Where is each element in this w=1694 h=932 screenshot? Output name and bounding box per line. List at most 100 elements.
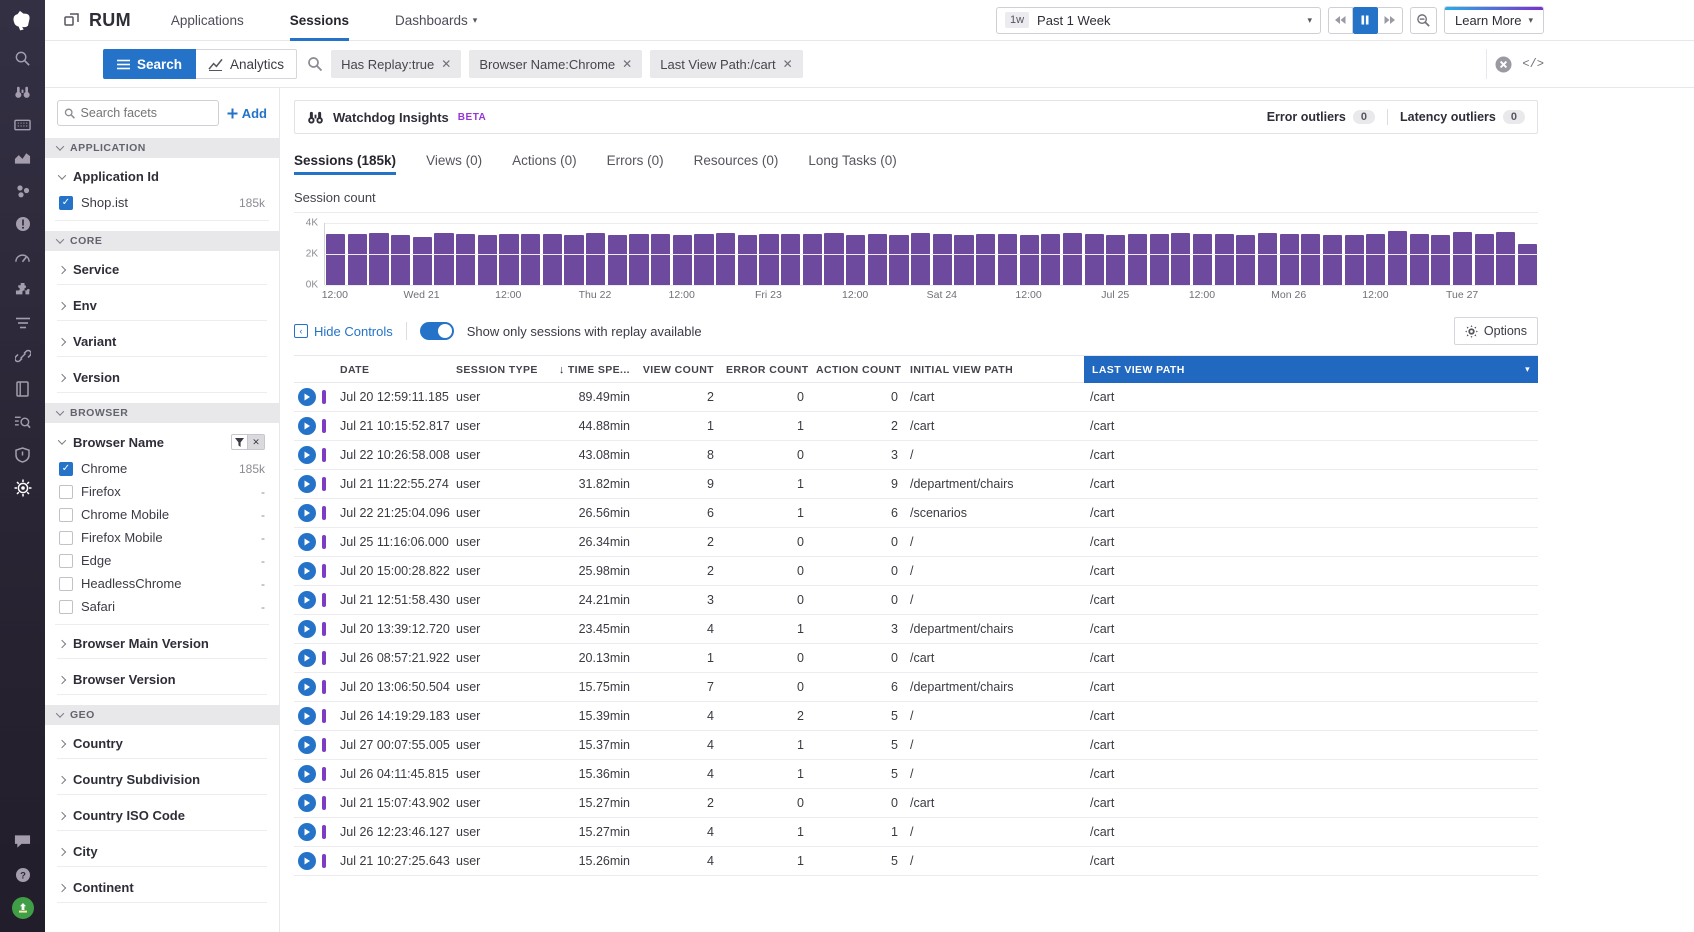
col-time-spent[interactable]: ↓Time Spe... xyxy=(540,364,636,376)
facet-value-row[interactable]: Edge- xyxy=(57,549,267,572)
tab-errors[interactable]: Errors (0) xyxy=(607,146,664,175)
facet-header[interactable]: Version xyxy=(57,361,267,392)
tab-long[interactable]: Long Tasks (0) xyxy=(808,146,896,175)
session-count-bar[interactable] xyxy=(651,234,670,285)
session-count-bar[interactable] xyxy=(521,234,540,285)
session-count-bar[interactable] xyxy=(1215,234,1234,285)
session-count-bar[interactable] xyxy=(1345,235,1364,285)
session-count-bar[interactable] xyxy=(1475,234,1494,285)
facet-header[interactable]: Continent xyxy=(57,871,267,902)
events-icon[interactable] xyxy=(0,108,45,141)
col-last-view-path[interactable]: Last View Path▾ xyxy=(1084,356,1538,383)
session-count-bar[interactable] xyxy=(369,233,388,285)
facet-header[interactable]: Browser Name✕ xyxy=(57,425,267,457)
session-count-bar[interactable] xyxy=(1410,234,1429,285)
play-session-button[interactable] xyxy=(298,852,316,870)
table-row[interactable]: Jul 26 08:57:21.922user20.13min100/cart/… xyxy=(294,644,1538,673)
error-outliers[interactable]: Error outliers 0 xyxy=(1267,110,1375,124)
session-count-bar[interactable] xyxy=(413,237,432,285)
col-error-count[interactable]: Error Count xyxy=(720,364,810,376)
filter-pill[interactable]: Browser Name:Chrome✕ xyxy=(469,50,642,78)
table-row[interactable]: Jul 27 00:07:55.005user15.37min415//cart xyxy=(294,731,1538,760)
session-count-bar[interactable] xyxy=(1085,234,1104,285)
play-session-button[interactable] xyxy=(298,504,316,522)
checkbox-unchecked[interactable] xyxy=(59,554,73,568)
session-count-bar[interactable] xyxy=(586,233,605,285)
infrastructure-icon[interactable] xyxy=(0,174,45,207)
add-facet-button[interactable]: Add xyxy=(227,106,267,121)
chat-icon[interactable] xyxy=(0,825,45,858)
session-count-bar[interactable] xyxy=(1128,234,1147,285)
facet-header[interactable]: Country Subdivision xyxy=(57,763,267,794)
session-count-bar[interactable] xyxy=(1193,234,1212,285)
live-search-icon[interactable] xyxy=(0,405,45,438)
rewind-button[interactable] xyxy=(1328,7,1353,34)
tab-resources[interactable]: Resources (0) xyxy=(694,146,779,175)
facet-value-row[interactable]: HeadlessChrome- xyxy=(57,572,267,595)
table-row[interactable]: Jul 20 12:59:11.185user89.49min200/cart/… xyxy=(294,383,1538,412)
apm-icon[interactable] xyxy=(0,240,45,273)
facet-search-input[interactable] xyxy=(81,106,212,120)
session-count-bar[interactable] xyxy=(391,235,410,285)
play-session-button[interactable] xyxy=(298,562,316,580)
play-session-button[interactable] xyxy=(298,620,316,638)
session-count-bar[interactable] xyxy=(911,233,930,285)
table-row[interactable]: Jul 22 21:25:04.096user26.56min616/scena… xyxy=(294,499,1538,528)
checkbox-unchecked[interactable] xyxy=(59,577,73,591)
table-row[interactable]: Jul 25 11:16:06.000user26.34min200//cart xyxy=(294,528,1538,557)
session-count-bar[interactable] xyxy=(1388,231,1407,285)
search-mode-button[interactable]: Search xyxy=(103,49,196,79)
checkbox-checked[interactable]: ✓ xyxy=(59,462,73,476)
facet-header[interactable]: Service xyxy=(57,253,267,284)
play-session-button[interactable] xyxy=(298,533,316,551)
session-count-bar[interactable] xyxy=(348,234,367,285)
session-count-bar[interactable] xyxy=(1063,233,1082,285)
facet-header[interactable]: Country xyxy=(57,727,267,758)
session-count-bar[interactable] xyxy=(1236,235,1255,285)
nav-sessions[interactable]: Sessions xyxy=(290,0,349,41)
session-count-bar[interactable] xyxy=(824,233,843,285)
help-icon[interactable]: ? xyxy=(0,858,45,891)
facet-value-row[interactable]: Safari- xyxy=(57,595,267,618)
session-count-bar[interactable] xyxy=(543,234,562,285)
table-row[interactable]: Jul 21 10:27:25.643user15.26min415//cart xyxy=(294,847,1538,876)
session-count-bar[interactable] xyxy=(1041,234,1060,285)
tab-actions[interactable]: Actions (0) xyxy=(512,146,577,175)
play-session-button[interactable] xyxy=(298,678,316,696)
table-row[interactable]: Jul 20 15:00:28.822user25.98min200//cart xyxy=(294,557,1538,586)
checkbox-unchecked[interactable] xyxy=(59,508,73,522)
session-count-bar[interactable] xyxy=(1518,244,1537,285)
play-session-button[interactable] xyxy=(298,446,316,464)
tab-sessions[interactable]: Sessions (185k) xyxy=(294,146,396,175)
search-icon[interactable] xyxy=(0,42,45,75)
session-count-bar[interactable] xyxy=(1258,233,1277,285)
replay-only-toggle[interactable] xyxy=(420,322,454,340)
analytics-mode-button[interactable]: Analytics xyxy=(196,49,297,79)
remove-filter-icon[interactable]: ✕ xyxy=(441,57,451,71)
query-input[interactable]: Has Replay:true✕Browser Name:Chrome✕Last… xyxy=(297,49,1486,79)
session-count-bar[interactable] xyxy=(1301,234,1320,285)
facet-section-geo[interactable]: GEO xyxy=(45,705,279,725)
facet-header[interactable]: City xyxy=(57,835,267,866)
session-count-bar[interactable] xyxy=(738,235,757,285)
session-count-bar[interactable] xyxy=(608,235,627,285)
learn-more-button[interactable]: Learn More ▾ xyxy=(1444,6,1544,34)
col-action-count[interactable]: Action Count xyxy=(810,364,904,376)
play-session-button[interactable] xyxy=(298,417,316,435)
table-row[interactable]: Jul 21 15:07:43.902user15.27min200/cart/… xyxy=(294,789,1538,818)
session-count-bar[interactable] xyxy=(846,235,865,285)
play-session-button[interactable] xyxy=(298,794,316,812)
forward-button[interactable] xyxy=(1378,7,1403,34)
table-row[interactable]: Jul 26 12:23:46.127user15.27min411//cart xyxy=(294,818,1538,847)
session-count-bar[interactable] xyxy=(759,234,778,285)
session-count-bar[interactable] xyxy=(434,233,453,285)
facet-header[interactable]: Variant xyxy=(57,325,267,356)
session-count-bar[interactable] xyxy=(1496,232,1515,285)
play-session-button[interactable] xyxy=(298,823,316,841)
session-count-bar[interactable] xyxy=(1280,234,1299,285)
table-row[interactable]: Jul 21 11:22:55.274user31.82min919/depar… xyxy=(294,470,1538,499)
monitors-icon[interactable] xyxy=(0,207,45,240)
session-count-bar[interactable] xyxy=(954,235,973,285)
session-count-bar[interactable] xyxy=(976,234,995,285)
time-range-picker[interactable]: 1w Past 1 Week ▾ xyxy=(996,7,1321,34)
